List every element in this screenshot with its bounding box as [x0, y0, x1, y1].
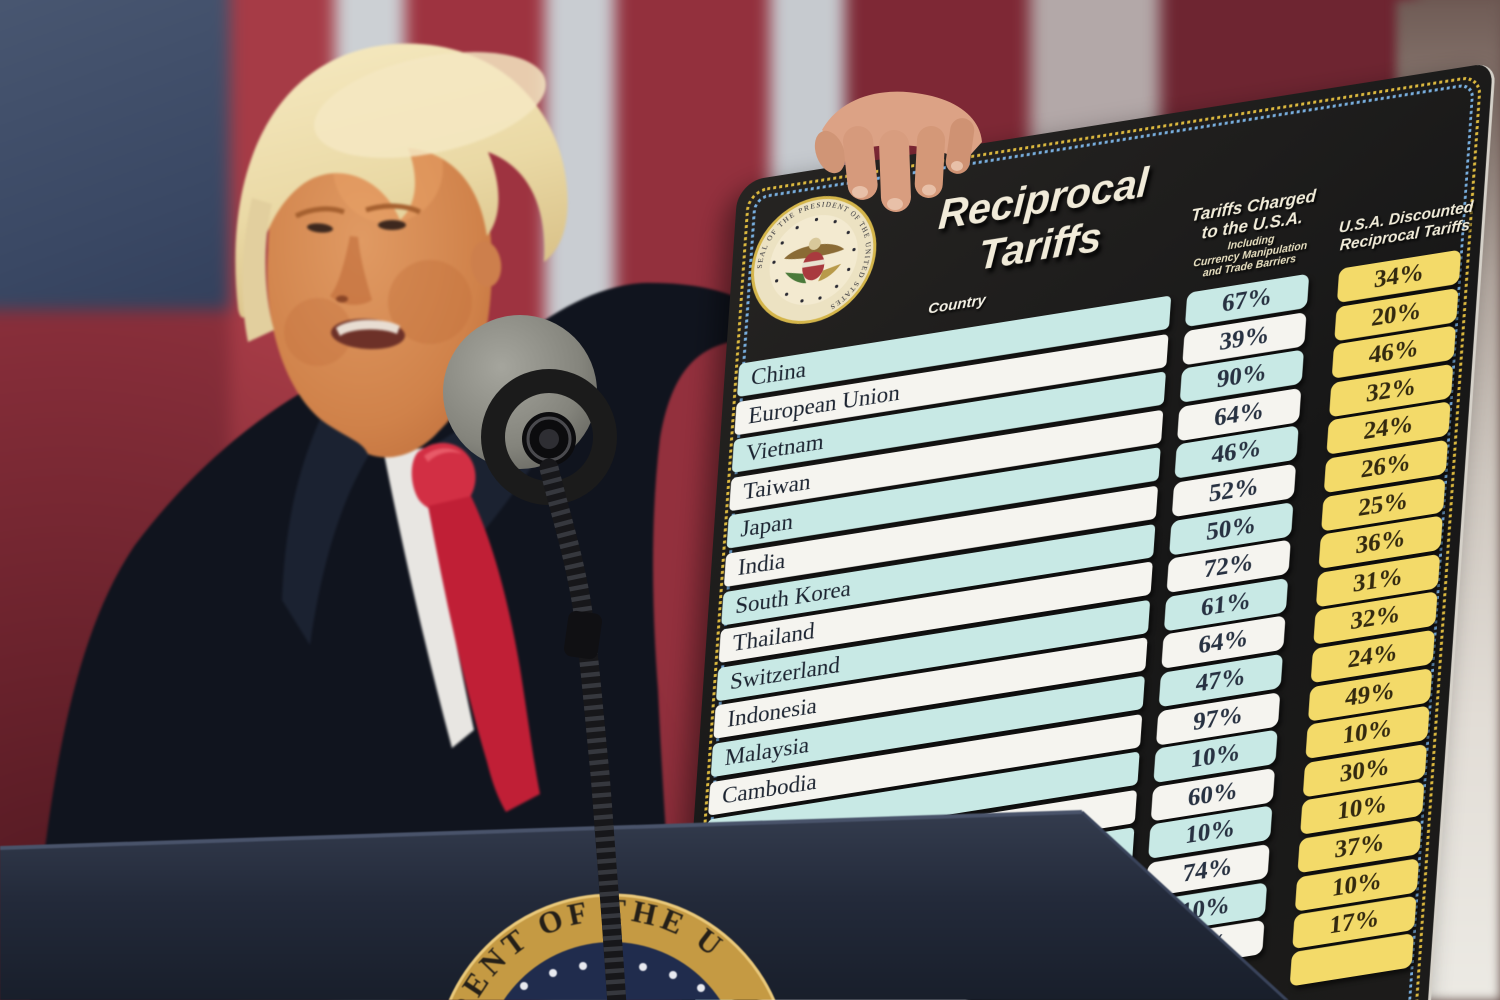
seal-eagle — [784, 237, 845, 284]
eye — [307, 223, 333, 233]
tie — [411, 442, 540, 812]
tariff-board: SEAL OF THE PRESIDENT OF THE UNITED STAT… — [655, 61, 1496, 1000]
hand-fingers — [814, 91, 982, 212]
presidential-seal-icon: SEAL OF THE PRESIDENT OF THE UNITED STAT… — [751, 192, 877, 324]
eyebrow — [294, 206, 345, 219]
mic-gooseneck — [539, 458, 627, 1000]
thumb — [814, 130, 846, 174]
nose — [330, 236, 372, 305]
face-features — [294, 203, 422, 350]
finger — [843, 126, 878, 200]
podium-top-edge — [0, 810, 1083, 850]
eye — [378, 220, 406, 230]
hair — [235, 43, 568, 342]
finger — [914, 126, 946, 198]
finger — [945, 118, 975, 174]
finger — [879, 130, 911, 212]
head — [235, 43, 568, 458]
teeth — [336, 319, 400, 336]
suit-lapel-left — [282, 380, 385, 645]
ear — [470, 241, 502, 287]
eyebrow — [365, 203, 422, 215]
